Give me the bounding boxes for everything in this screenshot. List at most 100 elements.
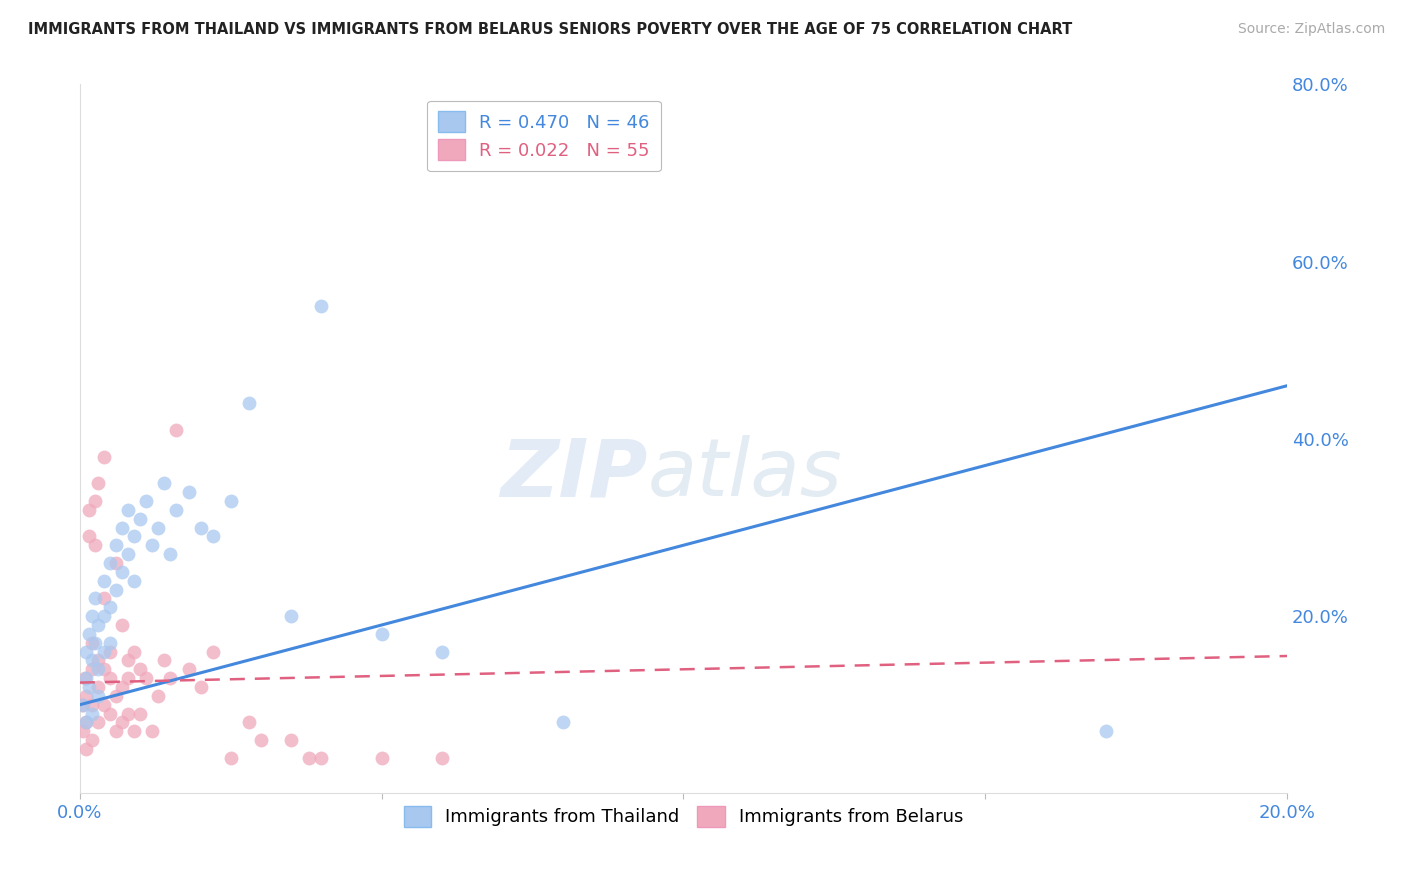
Point <box>87 715 110 730</box>
Point <box>129 511 152 525</box>
Point <box>73 671 96 685</box>
Point <box>148 689 170 703</box>
Point <box>551 715 574 730</box>
Point <box>87 689 110 703</box>
Point <box>1095 724 1118 739</box>
Point <box>72 724 94 739</box>
Legend: Immigrants from Thailand, Immigrants from Belarus: Immigrants from Thailand, Immigrants fro… <box>396 798 970 834</box>
Point <box>141 538 163 552</box>
Point <box>159 671 181 685</box>
Point <box>117 706 139 721</box>
Point <box>80 636 103 650</box>
Point <box>98 706 121 721</box>
Point <box>129 706 152 721</box>
Point <box>75 671 97 685</box>
Point <box>72 698 94 712</box>
Point <box>159 547 181 561</box>
Point <box>84 636 107 650</box>
Point <box>93 698 115 712</box>
Point <box>117 653 139 667</box>
Point <box>75 715 97 730</box>
Point <box>201 529 224 543</box>
Point <box>84 538 107 552</box>
Point <box>311 299 333 313</box>
Point <box>80 733 103 747</box>
Point <box>111 565 134 579</box>
Point <box>122 644 145 658</box>
Point <box>219 494 242 508</box>
Point <box>129 662 152 676</box>
Point <box>105 724 128 739</box>
Point <box>98 636 121 650</box>
Point <box>87 662 110 676</box>
Point <box>70 698 93 712</box>
Point <box>165 423 187 437</box>
Text: ZIP: ZIP <box>501 435 647 513</box>
Text: Source: ZipAtlas.com: Source: ZipAtlas.com <box>1237 22 1385 37</box>
Point <box>77 503 100 517</box>
Point <box>105 538 128 552</box>
Point <box>117 671 139 685</box>
Point <box>430 644 453 658</box>
Point <box>311 751 333 765</box>
Point <box>298 751 321 765</box>
Point <box>80 653 103 667</box>
Point <box>98 600 121 615</box>
Point <box>80 698 103 712</box>
Point <box>370 627 392 641</box>
Point <box>87 680 110 694</box>
Point <box>117 503 139 517</box>
Point <box>77 627 100 641</box>
Point <box>80 662 103 676</box>
Point <box>75 742 97 756</box>
Point <box>93 574 115 588</box>
Point <box>75 715 97 730</box>
Point <box>98 671 121 685</box>
Point <box>98 556 121 570</box>
Point <box>165 503 187 517</box>
Point <box>370 751 392 765</box>
Point <box>93 609 115 624</box>
Point <box>111 680 134 694</box>
Point <box>93 662 115 676</box>
Point <box>122 574 145 588</box>
Text: IMMIGRANTS FROM THAILAND VS IMMIGRANTS FROM BELARUS SENIORS POVERTY OVER THE AGE: IMMIGRANTS FROM THAILAND VS IMMIGRANTS F… <box>28 22 1073 37</box>
Text: atlas: atlas <box>647 435 842 513</box>
Point <box>190 520 212 534</box>
Point <box>238 396 260 410</box>
Point <box>84 591 107 606</box>
Point <box>87 476 110 491</box>
Point <box>153 476 176 491</box>
Point <box>280 733 302 747</box>
Point <box>98 644 121 658</box>
Point <box>84 494 107 508</box>
Point <box>201 644 224 658</box>
Point <box>93 644 115 658</box>
Point <box>75 644 97 658</box>
Point <box>430 751 453 765</box>
Point <box>75 689 97 703</box>
Point <box>93 591 115 606</box>
Point <box>77 529 100 543</box>
Point <box>135 671 157 685</box>
Point <box>141 724 163 739</box>
Point <box>122 529 145 543</box>
Point <box>105 689 128 703</box>
Point <box>238 715 260 730</box>
Point <box>87 653 110 667</box>
Point <box>117 547 139 561</box>
Point <box>105 556 128 570</box>
Point <box>135 494 157 508</box>
Point <box>148 520 170 534</box>
Point <box>177 662 200 676</box>
Point <box>105 582 128 597</box>
Point <box>77 680 100 694</box>
Point <box>190 680 212 694</box>
Point <box>87 618 110 632</box>
Point <box>280 609 302 624</box>
Point <box>111 715 134 730</box>
Point <box>177 485 200 500</box>
Point <box>122 724 145 739</box>
Point <box>111 618 134 632</box>
Point <box>250 733 273 747</box>
